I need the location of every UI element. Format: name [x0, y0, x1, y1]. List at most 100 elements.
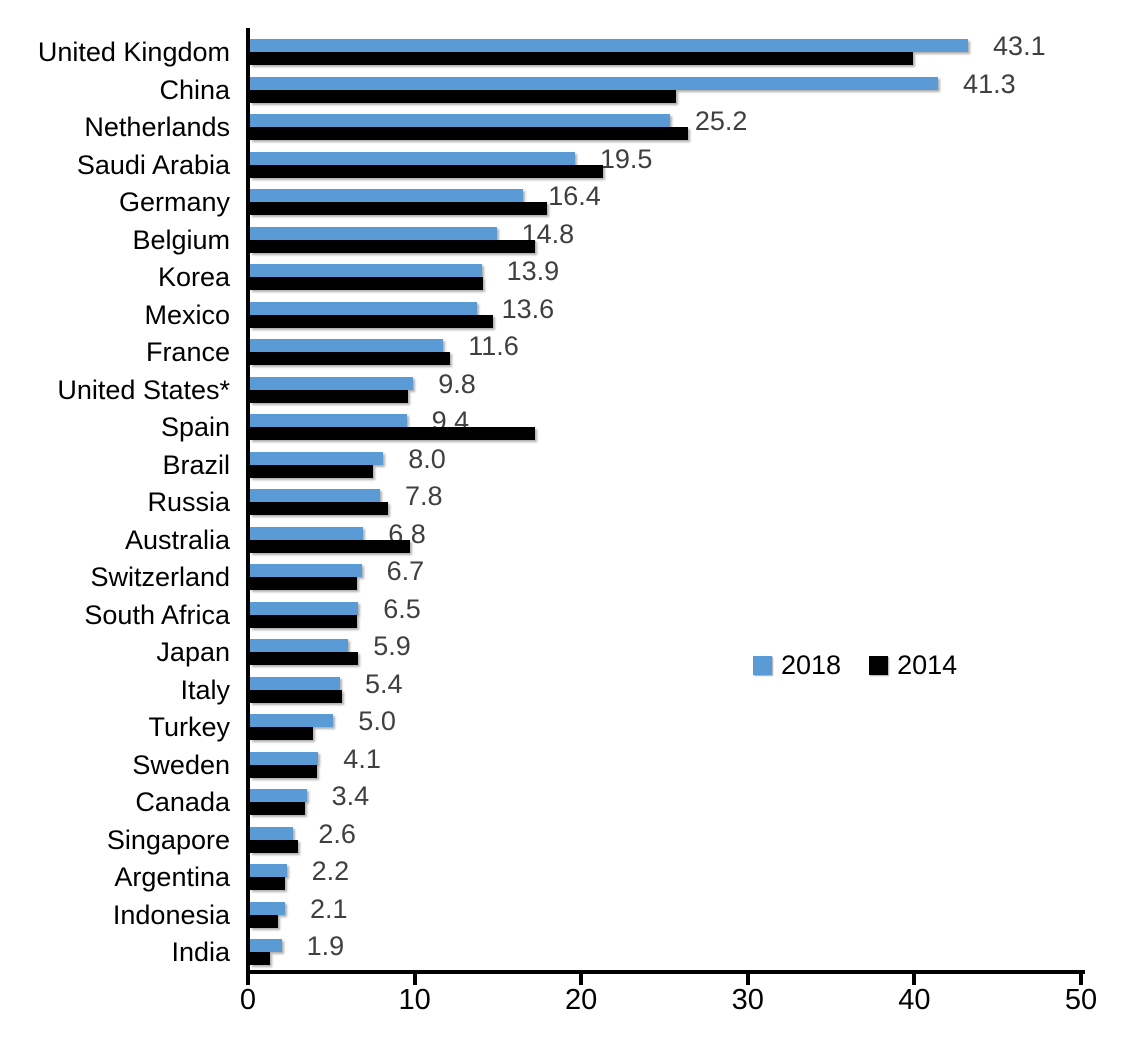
category-label: Belgium: [132, 224, 230, 255]
value-label: 43.1: [993, 31, 1046, 61]
chart-row: Italy 5.4: [0, 668, 1123, 710]
bar-2018: [250, 751, 319, 765]
value-label: 16.4: [548, 181, 601, 211]
value-label: 5.0: [358, 706, 396, 736]
legend-swatch-2014: [869, 656, 889, 675]
bar-2014: [250, 877, 285, 890]
bar-2014: [250, 689, 342, 703]
bar-2018: [250, 676, 340, 690]
bar-2018: [250, 564, 362, 577]
bar-2018: [250, 376, 414, 390]
category-label: Netherlands: [84, 112, 230, 142]
bar-2018: [250, 639, 349, 652]
value-label: 5.9: [373, 631, 411, 661]
bar-2014: [250, 614, 357, 628]
category-label: Korea: [157, 262, 230, 292]
x-axis-tick: [579, 972, 584, 985]
value-label: 9.8: [438, 368, 476, 399]
category-label: Mexico: [144, 299, 230, 330]
bar-2018: [250, 901, 285, 915]
x-axis-tick-label: 20: [565, 984, 598, 1016]
x-axis-tick-label: 0: [239, 984, 257, 1016]
category-label: Indonesia: [112, 899, 230, 930]
bar-2014: [250, 164, 604, 178]
bar-2014: [250, 839, 299, 853]
value-label: 2.6: [318, 818, 356, 849]
bar-2014: [250, 727, 314, 740]
x-axis-tick: [246, 972, 250, 985]
value-label: 25.2: [694, 106, 748, 136]
bar-2014: [250, 389, 409, 403]
bar-2018: [250, 489, 380, 502]
chart-row: Canada 3.4: [0, 782, 1123, 822]
category-label: Italy: [180, 674, 230, 705]
value-label: 5.4: [364, 668, 403, 699]
value-label: 2.2: [311, 856, 350, 886]
category-label: Germany: [118, 187, 230, 217]
chart-row: Russia 7.8: [0, 482, 1123, 522]
x-axis-tick: [745, 972, 750, 985]
x-axis-tick: [412, 972, 417, 985]
category-label: Brazil: [162, 449, 230, 480]
bar-2018: [250, 451, 384, 465]
chart-row: Germany 16.4: [0, 181, 1123, 222]
bar-2014: [250, 277, 484, 290]
value-label: 13.6: [501, 293, 555, 324]
chart-row: Netherlands 25.2: [0, 106, 1123, 147]
bar-2014: [250, 952, 270, 965]
legend-entry-2018: 2018: [753, 652, 841, 679]
chart-row: Brazil 8.0: [0, 444, 1123, 485]
category-label: India: [171, 937, 230, 967]
bar-2018: [250, 151, 575, 165]
bar-2018: [250, 826, 294, 840]
bar-2018: [250, 301, 477, 315]
chart-row: Mexico 13.6: [0, 293, 1123, 335]
category-label: Japan: [156, 637, 230, 667]
chart-row: Turkey 5.0: [0, 706, 1123, 747]
chart-row: Singapore 2.6: [0, 818, 1123, 860]
category-label: France: [145, 337, 230, 367]
chart-row: Australia 6.8: [0, 519, 1123, 560]
chart-row: Sweden 4.1: [0, 743, 1123, 785]
bar-2014: [250, 52, 914, 65]
bar-2014: [250, 914, 279, 928]
bar-2014: [250, 127, 689, 140]
chart-row: France 11.6: [0, 331, 1123, 372]
x-axis-tick-label: 50: [1064, 984, 1098, 1016]
bar-2014: [250, 427, 535, 440]
chart-row: Saudi Arabia 19.5: [0, 144, 1123, 185]
legend-label-2014: 2014: [897, 650, 958, 680]
bar-2014: [250, 577, 357, 590]
bar-2018: [250, 39, 969, 52]
category-label: China: [159, 74, 230, 105]
bar-2014: [250, 652, 359, 665]
chart-row: United Kingdom 43.1: [0, 31, 1123, 72]
bar-2014: [250, 89, 677, 103]
chart-row: South Africa 6.5: [0, 593, 1123, 635]
bar-2014: [250, 239, 535, 253]
value-label: 4.1: [343, 743, 381, 774]
bar-2018: [250, 76, 939, 90]
legend: 2018 2014: [753, 650, 958, 680]
category-label: Canada: [135, 787, 230, 817]
category-label: United Kingdom: [37, 37, 230, 67]
value-label: 11.6: [468, 331, 519, 361]
chart-row: United States* 9.8: [0, 368, 1123, 410]
bar-2018: [250, 939, 282, 952]
y-axis-line: [246, 28, 250, 974]
category-label: Australia: [124, 524, 230, 555]
chart-row: Switzerland 6.7: [0, 557, 1123, 597]
category-label: Spain: [160, 412, 230, 442]
plot-area: United Kingdom 43.1 China 41.3 Netherlands 25…: [0, 31, 1123, 972]
bar-2018: [250, 189, 524, 202]
category-label: Saudi Arabia: [76, 149, 230, 180]
category-label: Switzerland: [90, 562, 230, 592]
value-label: 6.5: [383, 593, 421, 624]
x-axis-tick-label: 30: [731, 984, 764, 1016]
category-label: South Africa: [84, 599, 230, 630]
value-label: 41.3: [963, 68, 1016, 99]
chart-row: Korea 13.9: [0, 257, 1123, 297]
bar-2018: [250, 714, 334, 727]
category-label: Russia: [147, 487, 230, 517]
